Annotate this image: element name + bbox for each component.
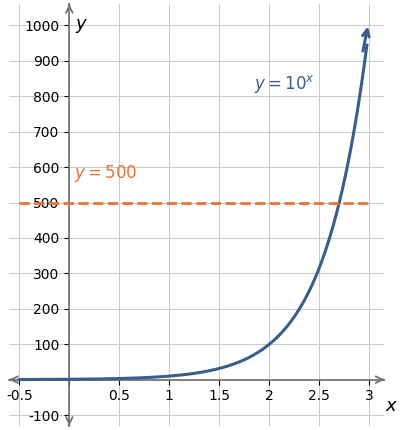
Text: x: x xyxy=(385,397,396,415)
Text: y: y xyxy=(75,15,86,33)
Text: $y = 500$: $y = 500$ xyxy=(74,163,138,184)
Text: $y = 10^x$: $y = 10^x$ xyxy=(254,73,315,95)
